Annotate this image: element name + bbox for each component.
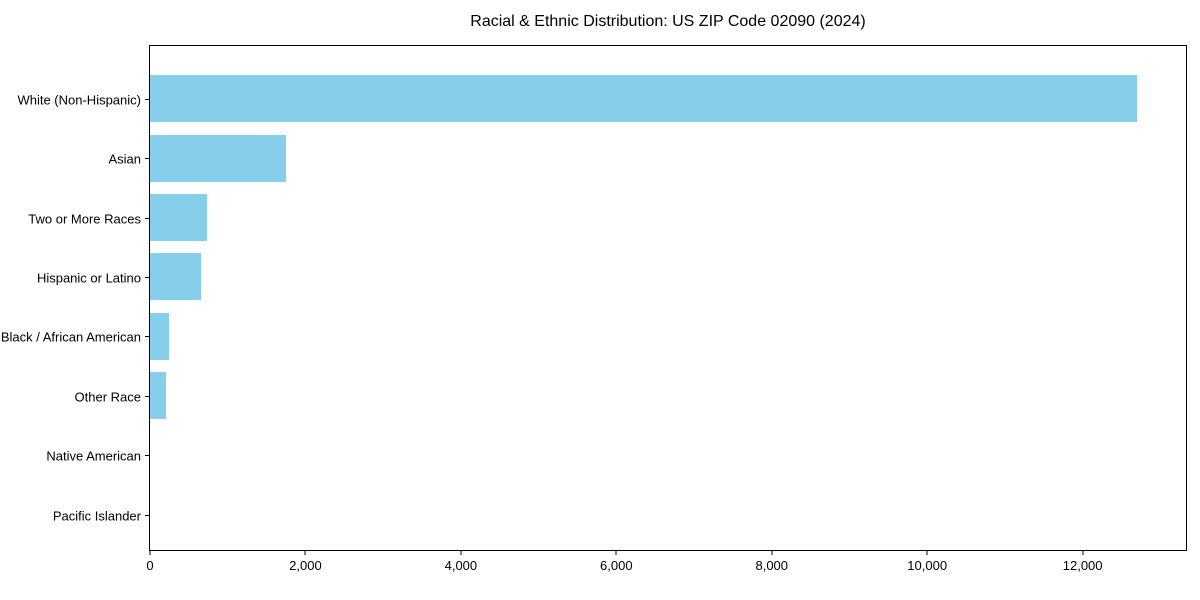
y-axis-tick bbox=[145, 336, 149, 338]
x-axis-tick bbox=[304, 551, 306, 555]
bar-white-non-hispanic bbox=[150, 75, 1138, 123]
bar-asian bbox=[150, 134, 286, 182]
x-axis-tick-label: 10,000 bbox=[907, 558, 948, 573]
y-axis-label: White (Non-Hispanic) bbox=[17, 92, 141, 108]
y-axis-tick bbox=[145, 217, 149, 219]
y-axis-label: Native American bbox=[46, 448, 141, 464]
y-axis-tick bbox=[145, 98, 149, 100]
y-axis-label: Two or More Races bbox=[28, 211, 141, 226]
y-axis-label: Black / African American bbox=[0, 329, 141, 345]
y-axis-label: Pacific Islander bbox=[52, 508, 141, 523]
y-axis-tick bbox=[145, 455, 149, 457]
x-axis-tick bbox=[615, 551, 617, 555]
x-axis-tick-label: 6,000 bbox=[600, 558, 633, 573]
y-axis-tick bbox=[145, 395, 149, 397]
x-axis-tick-label: 12,000 bbox=[1062, 558, 1103, 573]
bar-two-or-more-races bbox=[150, 194, 207, 241]
x-axis-tick-label: 4,000 bbox=[444, 558, 478, 573]
y-axis-tick bbox=[145, 514, 149, 516]
x-axis-tick bbox=[149, 551, 151, 555]
bar-hispanic-or-latino bbox=[150, 253, 202, 301]
x-axis-tick-label: 8,000 bbox=[755, 558, 789, 573]
bar-black-african-american bbox=[150, 312, 170, 360]
x-axis-tick-label: 2,000 bbox=[289, 558, 322, 573]
x-axis-tick bbox=[1082, 551, 1084, 555]
plot-area: White (Non-Hispanic) Asian Two or More Rac… bbox=[1, 45, 1187, 573]
x-axis-tick bbox=[926, 551, 928, 555]
x-axis-tick-label: 0 bbox=[146, 558, 154, 573]
bar-other-race bbox=[150, 372, 167, 420]
y-axis-label: Other Race bbox=[74, 389, 141, 405]
x-axis-tick bbox=[771, 551, 773, 555]
chart-title: Racial & Ethnic Distribution: US ZIP Cod… bbox=[470, 13, 866, 30]
y-axis-tick bbox=[145, 276, 149, 278]
y-axis-label: Hispanic or Latino bbox=[36, 270, 141, 286]
y-axis-label: Asian bbox=[108, 151, 141, 167]
y-axis-tick bbox=[145, 158, 149, 160]
x-axis-tick bbox=[460, 551, 462, 555]
